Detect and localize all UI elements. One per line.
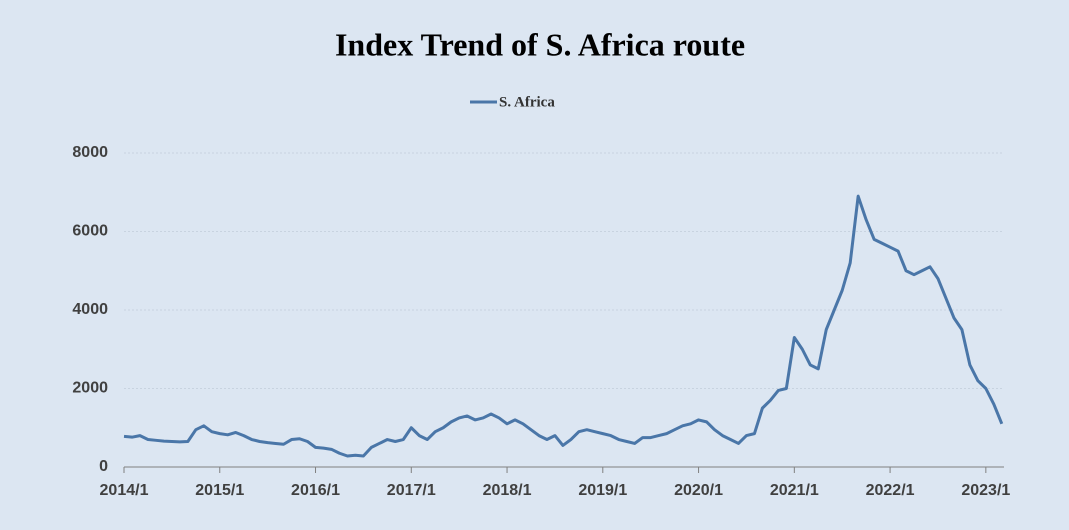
x-tick-label: 2020/1 [674, 482, 723, 499]
x-tick-label: 2014/1 [100, 482, 149, 499]
y-tick-label: 6000 [72, 223, 108, 240]
y-tick-label: 2000 [72, 380, 108, 397]
x-tick-label: 2023/1 [961, 482, 1010, 499]
y-tick-label: 4000 [72, 301, 108, 318]
x-tick-label: 2022/1 [866, 482, 915, 499]
y-tick-label: 0 [99, 458, 108, 475]
chart-title: Index Trend of S. Africa route [335, 26, 745, 62]
x-tick-label: 2015/1 [195, 482, 244, 499]
x-tick-label: 2016/1 [291, 482, 340, 499]
legend-label: S. Africa [499, 94, 555, 110]
line [123, 194, 1004, 458]
x-tick-label: 2021/1 [770, 482, 819, 499]
x-tick-label: 2018/1 [483, 482, 532, 499]
x-tick-label: 2019/1 [578, 482, 627, 499]
y-tick-label: 8000 [72, 144, 108, 161]
x-tick-label: 2017/1 [387, 482, 436, 499]
